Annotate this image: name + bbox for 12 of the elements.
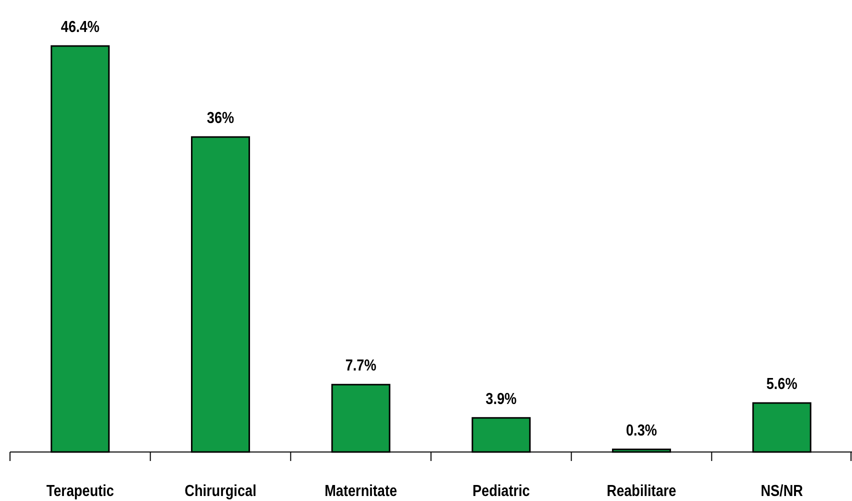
x-tick-label: Maternitate: [324, 483, 398, 500]
data-label: 46.4%: [60, 19, 100, 36]
x-tick-label: NS/NR: [760, 483, 804, 500]
data-label: 36%: [206, 110, 234, 128]
x-tick-label: Reabilitare: [606, 483, 676, 500]
x-tick-label: Pediatric: [472, 483, 530, 500]
x-tick-label: Chirurgical: [184, 483, 256, 500]
data-label: 3.9%: [486, 390, 517, 408]
data-label: 7.7%: [345, 358, 376, 375]
x-tick-label: Terapeutic: [46, 483, 114, 500]
data-label: 0.3%: [626, 422, 657, 440]
data-label: 5.6%: [766, 376, 798, 394]
